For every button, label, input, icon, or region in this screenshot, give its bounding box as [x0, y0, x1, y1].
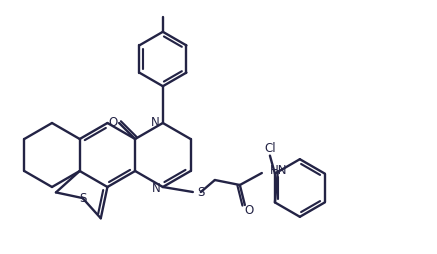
Text: S: S: [197, 185, 204, 198]
Text: O: O: [108, 117, 118, 130]
Text: S: S: [79, 192, 86, 204]
Text: N: N: [152, 182, 161, 195]
Text: Cl: Cl: [264, 142, 276, 155]
Text: N: N: [151, 116, 160, 129]
Text: O: O: [244, 203, 253, 216]
Text: HN: HN: [270, 165, 288, 178]
